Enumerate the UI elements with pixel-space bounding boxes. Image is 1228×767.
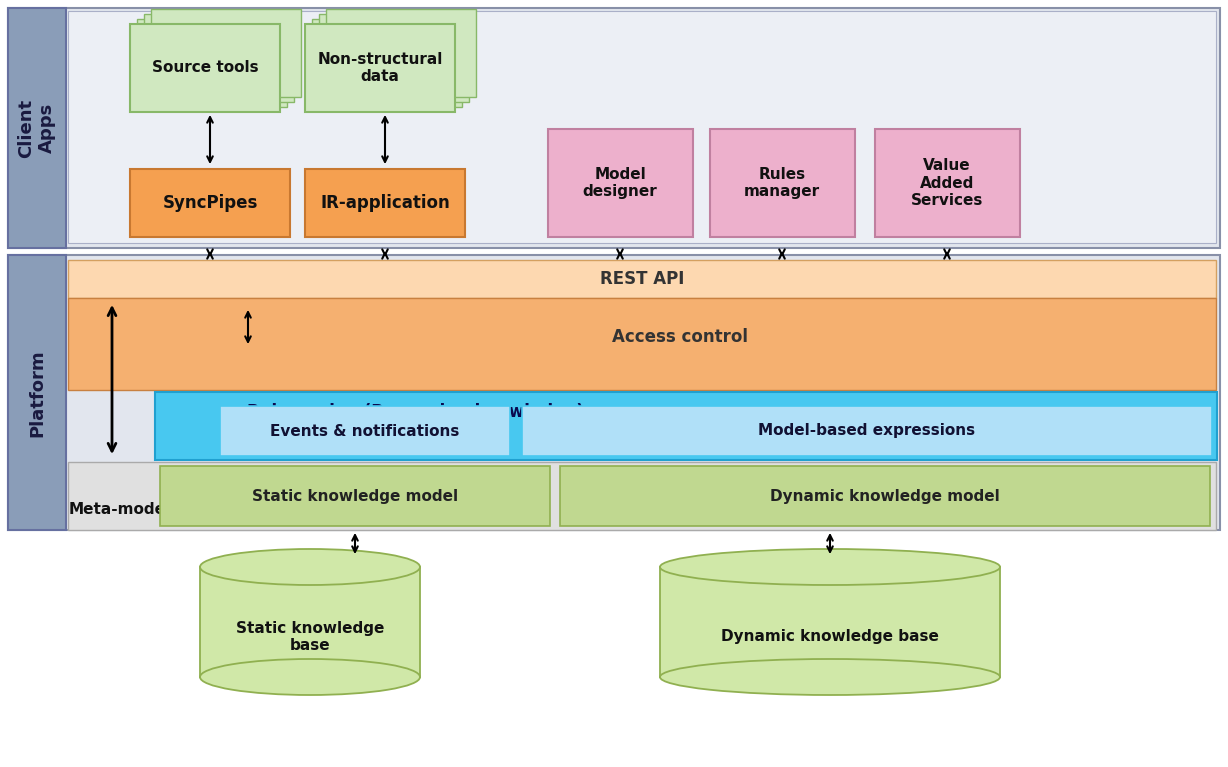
Bar [659,567,1000,677]
Text: Rules
manager: Rules manager [744,166,820,199]
Bar [130,24,280,112]
Text: Access control: Access control [612,328,748,346]
Text: Events & notifications: Events & notifications [270,423,459,439]
Bar [9,8,66,248]
Bar [9,255,66,530]
Bar [9,255,1219,530]
Bar [144,14,293,102]
Bar [68,298,1216,390]
Bar [305,169,465,237]
Text: IR-application: IR-application [321,194,449,212]
Text: REST API: REST API [599,270,684,288]
Bar [160,466,550,526]
Ellipse shape [200,549,420,585]
Text: Dynamic knowledge base: Dynamic knowledge base [721,630,939,644]
Bar [548,129,693,237]
Bar [151,9,301,97]
Bar [312,19,462,107]
Text: Model
designer: Model designer [582,166,657,199]
Bar [130,169,290,237]
Bar [522,406,1212,456]
Text: Static knowledge model: Static knowledge model [252,489,458,503]
Bar [68,260,1216,298]
Bar [68,11,1216,243]
Bar [710,129,855,237]
Bar [305,24,456,112]
Bar [155,392,1217,460]
Text: Meta-model: Meta-model [69,502,171,516]
Ellipse shape [200,659,420,695]
Text: Rule engine (Reasoning knowledge): Rule engine (Reasoning knowledge) [247,403,583,421]
Ellipse shape [659,549,1000,585]
Text: Value
Added
Services: Value Added Services [911,158,984,208]
Bar [220,406,510,456]
Bar [138,19,287,107]
Text: Model-based expressions: Model-based expressions [759,423,975,439]
Text: SyncPipes: SyncPipes [162,194,258,212]
Bar [560,466,1210,526]
Text: Dynamic knowledge model: Dynamic knowledge model [770,489,1000,503]
Text: Static knowledge
base: Static knowledge base [236,621,384,653]
Text: Source tools: Source tools [152,61,258,75]
Text: Non-structural
data: Non-structural data [317,52,442,84]
Bar [325,9,476,97]
Bar [68,462,1216,530]
Bar [200,567,420,677]
Text: Client
Apps: Client Apps [17,98,56,157]
Ellipse shape [659,659,1000,695]
Bar [9,8,1219,248]
Bar [319,14,469,102]
Text: Platform: Platform [28,349,45,437]
Bar [876,129,1020,237]
